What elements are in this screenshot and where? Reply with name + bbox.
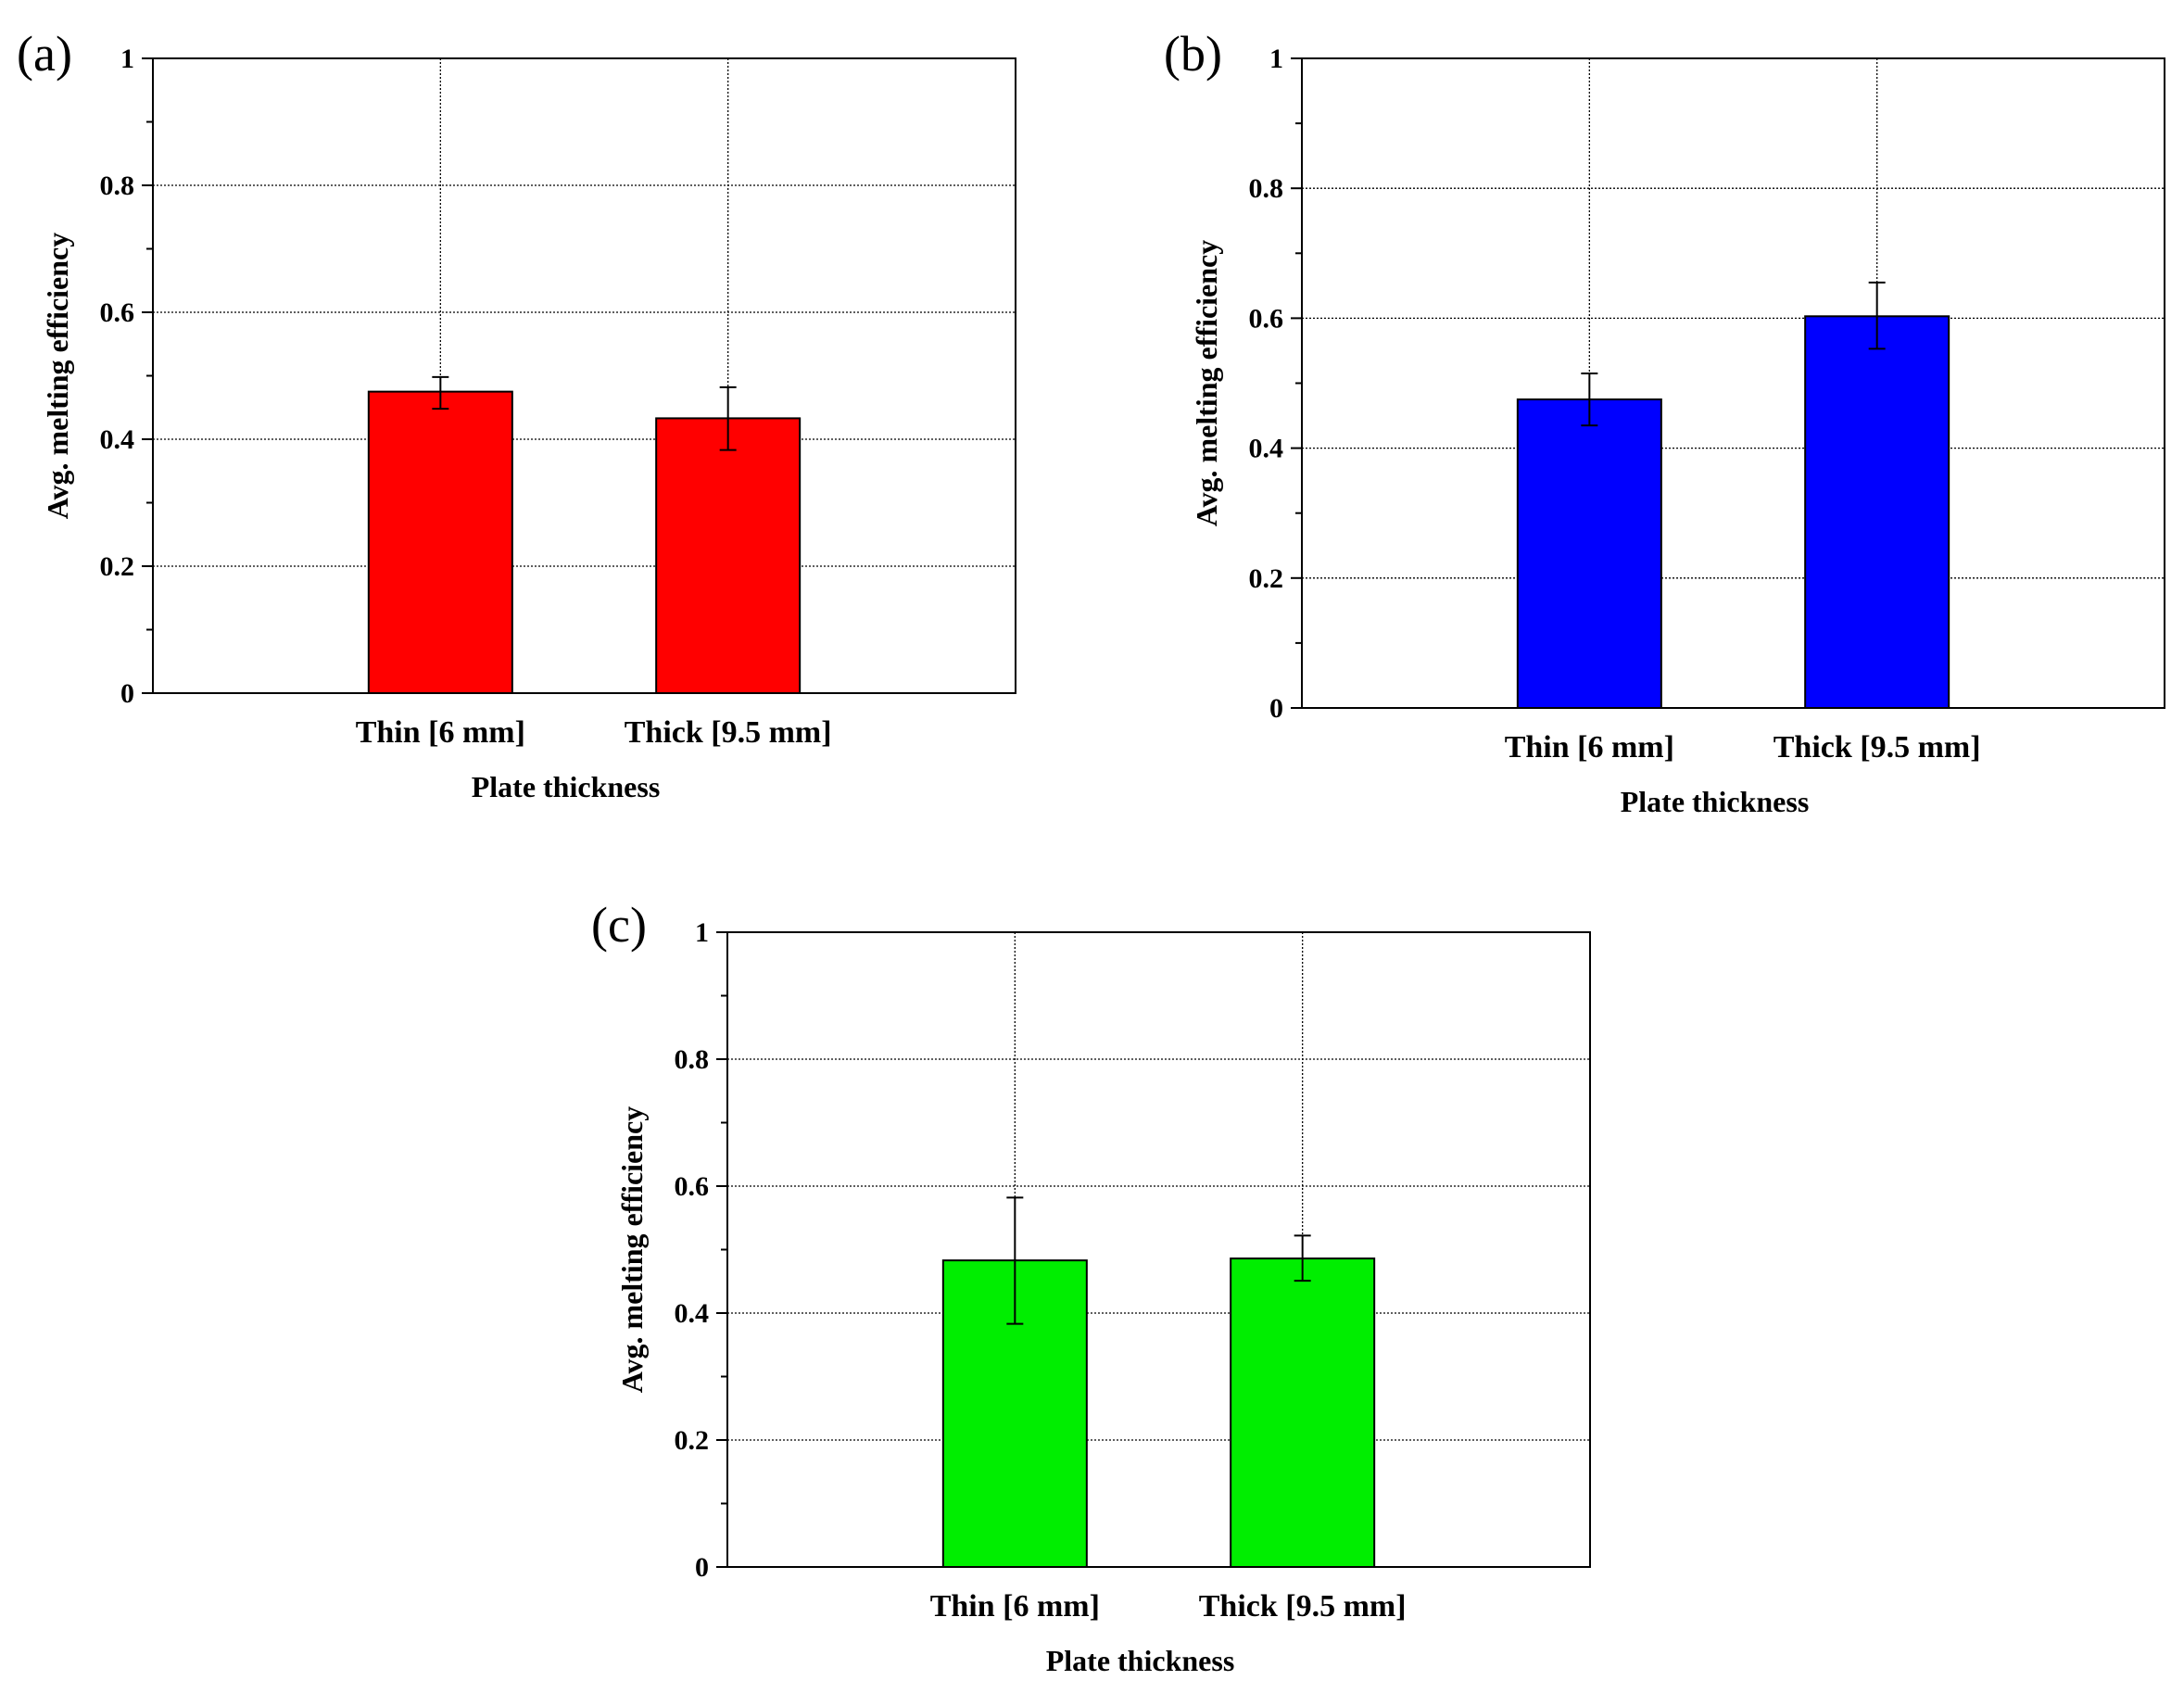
y-tick-label: 0.4 [1249, 434, 1284, 464]
y-tick-label: 0.2 [1249, 563, 1284, 594]
y-tick-label: 1 [120, 44, 134, 74]
bar-2 [1804, 315, 1950, 709]
y-axis-title: Avg. melting efficiency [1190, 240, 1223, 527]
y-tick-label: 0.8 [1249, 173, 1284, 204]
error-bar-1 [432, 375, 449, 411]
y-tick-label: 0.2 [675, 1425, 710, 1456]
y-tick-label: 0.6 [675, 1171, 710, 1202]
panel-label: (c) [591, 897, 647, 953]
y-tick-label: 0.8 [100, 171, 135, 201]
panel-label: (a) [17, 26, 72, 82]
x-tick-label: Thick [9.5 mm] [1774, 730, 1981, 764]
x-axis-title: Plate thickness [472, 770, 661, 803]
x-axis-title: Plate thickness [1046, 1644, 1235, 1677]
y-tick-label: 0.6 [1249, 303, 1284, 334]
x-tick-label: Thick [9.5 mm] [625, 715, 832, 750]
x-tick-label: Thin [6 mm] [1505, 730, 1674, 764]
x-tick-label: Thick [9.5 mm] [1199, 1589, 1407, 1624]
x-tick-label: Thin [6 mm] [356, 715, 525, 750]
y-tick-label: 0 [120, 678, 134, 709]
bar-1 [367, 390, 513, 694]
y-tick-label: 1 [695, 917, 709, 948]
chart-panel-2: 0 0.2 0.4 0.6 0.8 1 Thin [6 mm] Thick [9.5 mm] P… [1164, 26, 2165, 818]
y-axis-title: Avg. melting efficiency [615, 1106, 649, 1394]
x-axis-title: Plate thickness [1621, 785, 1810, 818]
y-tick-label: 1 [1269, 44, 1283, 74]
chart-panel-1: 0 0.2 0.4 0.6 0.8 1 Thin [6 mm] Thick [9.5 mm] P… [17, 26, 1016, 803]
plot-frame [152, 57, 1016, 694]
y-tick-label: 0.4 [100, 424, 135, 455]
error-bar-2 [1868, 281, 1886, 350]
y-tick-label: 0.4 [675, 1298, 710, 1329]
y-tick-label: 0 [1269, 693, 1283, 724]
panel-label: (b) [1164, 26, 1222, 82]
bar-2 [1230, 1257, 1376, 1568]
y-tick-label: 0 [695, 1552, 709, 1583]
error-bar-2 [719, 385, 737, 451]
y-axis-title: Avg. melting efficiency [41, 233, 74, 520]
plot-frame [726, 931, 1591, 1568]
x-tick-label: Thin [6 mm] [930, 1589, 1100, 1624]
plot-frame [1301, 57, 2165, 709]
y-tick-label: 0.6 [100, 297, 135, 328]
chart-panel-3: 0 0.2 0.4 0.6 0.8 1 Thin [6 mm] Thick [9.5 mm] P… [591, 897, 1591, 1677]
bar-2 [655, 417, 802, 694]
y-tick-label: 0.2 [100, 551, 135, 582]
error-bar-1 [1006, 1196, 1024, 1325]
error-bar-1 [1581, 372, 1598, 427]
y-tick-label: 0.8 [675, 1044, 710, 1075]
error-bar-2 [1294, 1234, 1311, 1282]
bar-1 [1516, 398, 1662, 709]
